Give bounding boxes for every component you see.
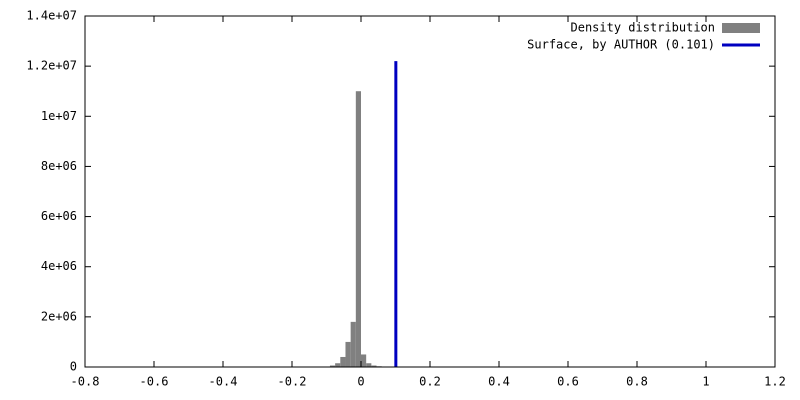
x-tick-label: 0.8: [626, 375, 648, 389]
y-tick-label: 2e+06: [41, 309, 77, 323]
y-tick-label: 6e+06: [41, 209, 77, 223]
histogram-bar: [350, 321, 356, 367]
y-tick-label: 0: [70, 360, 77, 374]
x-tick-label: 0.2: [419, 375, 441, 389]
x-tick-label: 1: [702, 375, 709, 389]
histogram-bar: [361, 354, 367, 367]
x-tick-label: -0.2: [278, 375, 307, 389]
histogram-bar: [340, 356, 346, 367]
x-tick-label: 0.6: [557, 375, 579, 389]
y-tick-label: 1e+07: [41, 109, 77, 123]
x-tick-label: 1.2: [764, 375, 786, 389]
x-tick-label: -0.4: [209, 375, 238, 389]
histogram-bar: [355, 91, 361, 367]
legend-label: Surface, by AUTHOR (0.101): [527, 38, 715, 52]
y-tick-label: 4e+06: [41, 259, 77, 273]
histogram-bar: [371, 365, 377, 367]
x-tick-label: -0.6: [140, 375, 169, 389]
histogram-bar: [335, 363, 341, 367]
y-tick-label: 1.4e+07: [26, 9, 77, 23]
histogram-bar: [345, 341, 351, 367]
legend-swatch: [722, 23, 760, 33]
y-tick-label: 1.2e+07: [26, 59, 77, 73]
histogram-bar: [366, 363, 372, 367]
y-tick-label: 8e+06: [41, 159, 77, 173]
legend-label: Density distribution: [571, 21, 716, 35]
x-tick-label: 0: [357, 375, 364, 389]
x-tick-label: 0.4: [488, 375, 510, 389]
histogram-bar: [329, 365, 336, 367]
x-tick-label: -0.8: [71, 375, 100, 389]
